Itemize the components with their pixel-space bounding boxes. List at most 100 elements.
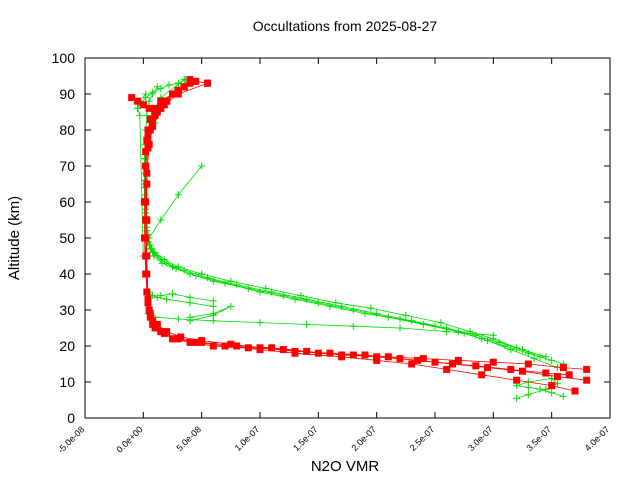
red-profiles-point <box>144 144 152 152</box>
red-profiles-point <box>142 252 150 260</box>
red-profiles-point <box>169 90 176 98</box>
red-profiles-point <box>349 351 357 359</box>
green-profiles-point <box>536 353 544 361</box>
green-profiles-point <box>262 284 270 292</box>
green-profiles-point <box>513 344 521 352</box>
green-profiles-point <box>314 299 322 307</box>
plot-data <box>128 76 591 402</box>
green-profiles-point <box>227 302 235 310</box>
red-profiles-point <box>478 371 486 379</box>
red-profiles-point <box>157 328 165 336</box>
red-profiles-point <box>548 382 556 390</box>
red-profiles-point <box>279 346 287 354</box>
red-profiles-point <box>163 328 171 336</box>
green-profiles-point <box>146 241 154 249</box>
red-profiles-point <box>151 108 159 116</box>
red-profiles-point <box>180 83 188 91</box>
green-profiles-point <box>256 319 264 327</box>
green-profiles-point <box>349 322 357 330</box>
red-profiles-point <box>186 76 194 84</box>
red-profiles-point <box>144 299 152 307</box>
green-profiles-point <box>174 315 182 323</box>
red-profiles-point <box>256 344 264 352</box>
green-profiles-point <box>519 346 526 354</box>
red-profiles-point <box>268 344 276 352</box>
red-profiles-point <box>144 133 152 141</box>
green-profiles-line <box>160 293 214 302</box>
green-profiles-point <box>186 293 194 301</box>
red-profiles-point <box>507 365 515 373</box>
red-profiles-point <box>454 356 462 364</box>
green-profiles-point <box>484 337 491 345</box>
green-profiles-point <box>153 83 161 91</box>
green-profiles-point <box>142 94 150 102</box>
red-profiles-point <box>221 342 229 350</box>
red-profiles-point <box>146 126 154 134</box>
red-profiles-point <box>149 122 157 130</box>
red-profiles-point <box>157 101 165 109</box>
green-profiles-point <box>227 277 235 285</box>
green-profiles-point <box>149 292 157 300</box>
green-profiles-point <box>297 292 305 300</box>
red-profiles-point <box>303 347 311 355</box>
green-profiles-point <box>157 216 165 224</box>
red-profiles-point <box>244 344 252 352</box>
green-profiles-point <box>221 279 229 287</box>
red-profiles-point <box>519 367 526 375</box>
red-profiles-point <box>186 338 194 346</box>
red-profiles-point <box>192 338 200 346</box>
red-profiles-point <box>361 351 369 359</box>
green-profiles-point <box>548 389 556 397</box>
red-profiles-point <box>583 365 591 373</box>
red-profiles-point <box>443 365 451 373</box>
green-profiles-point <box>134 104 141 112</box>
red-profiles-point <box>153 320 161 328</box>
red-profiles-point <box>326 349 334 357</box>
green-profiles-point <box>408 317 416 325</box>
y-tick-label: 60 <box>59 194 75 210</box>
y-tick-label: 80 <box>59 122 75 138</box>
red-profiles-point <box>128 94 136 102</box>
red-profiles-point <box>554 373 561 381</box>
green-profiles-point <box>524 391 532 399</box>
green-profiles-point <box>163 295 171 303</box>
y-tick-label: 30 <box>59 302 75 318</box>
green-profiles-point <box>332 299 340 307</box>
green-profiles-point <box>513 394 521 402</box>
green-profiles-point <box>198 162 206 170</box>
red-profiles-point <box>489 358 497 366</box>
red-profiles-point <box>338 353 346 361</box>
y-tick-label: 50 <box>59 230 75 246</box>
red-profiles-point <box>141 234 148 242</box>
red-profiles-point <box>139 101 147 109</box>
green-profiles-point <box>489 331 497 339</box>
green-profiles-point <box>136 112 144 120</box>
green-profiles-point <box>192 272 200 280</box>
red-profiles-point <box>163 97 171 105</box>
y-tick-label: 0 <box>67 410 75 426</box>
green-profiles-line <box>148 291 214 307</box>
red-profiles-point <box>227 340 235 348</box>
red-profiles-point <box>143 169 151 177</box>
red-profiles-point <box>198 337 206 345</box>
red-profiles-point <box>174 86 182 94</box>
green-profiles-point <box>153 293 161 301</box>
green-profiles-point <box>507 346 515 354</box>
y-tick-label: 100 <box>52 50 76 66</box>
red-profiles-point <box>233 342 241 350</box>
red-profiles-point <box>149 115 157 123</box>
red-profiles-point <box>565 371 573 379</box>
red-profiles-point <box>172 335 180 343</box>
green-profiles-line <box>144 79 564 365</box>
green-profiles-point <box>151 248 159 256</box>
green-profiles-point <box>402 311 410 319</box>
green-profiles-line <box>147 313 494 336</box>
red-profiles-point <box>145 104 153 112</box>
red-profiles-point <box>143 137 151 145</box>
red-profiles-point <box>192 77 200 85</box>
green-profiles-point <box>180 266 188 274</box>
red-profiles-point <box>396 355 404 363</box>
green-profiles-point <box>174 79 182 87</box>
red-profiles-point <box>174 90 182 98</box>
